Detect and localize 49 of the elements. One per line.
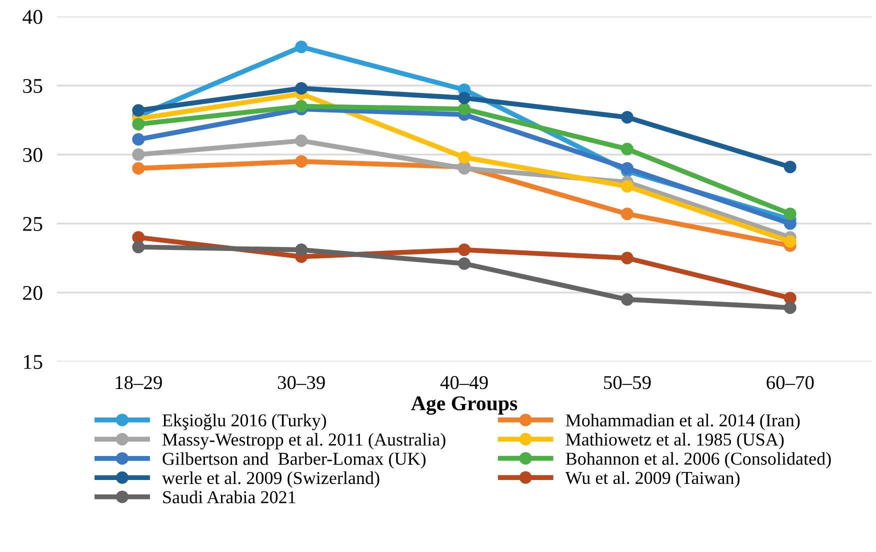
point [132, 148, 145, 161]
legend-label: werle et al. 2009 (Swizerland) [162, 471, 380, 488]
x-tick-label: 30–39 [278, 376, 325, 390]
point [132, 118, 145, 130]
point [295, 244, 308, 256]
point [784, 160, 796, 174]
legend-label: Gilbertson and Barber-Lomax (UK) [162, 452, 426, 469]
point [620, 180, 634, 193]
point [295, 40, 308, 54]
legend-label: Ekşioğlu 2016 (Turky) [162, 414, 326, 430]
y-tick-label: 15 [24, 355, 42, 369]
legend-label: Bohannon et al. 2006 (Consolidated) [566, 452, 831, 468]
point [132, 240, 145, 254]
point [295, 100, 308, 113]
x-tick-label: 60–70 [766, 376, 814, 390]
legend-label: Wu et al. 2009 (Taiwan) [565, 471, 740, 488]
point [295, 82, 308, 95]
x-tick-label: 18–29 [116, 376, 162, 390]
point [132, 162, 145, 175]
point [620, 111, 634, 124]
point [620, 142, 634, 156]
point [784, 208, 796, 220]
point [620, 252, 634, 264]
legend-label: Massy-Westropp et al. 2011 (Australia) [162, 432, 446, 450]
legend-label: Saudi Arabia 2021 [163, 490, 296, 504]
x-axis-title: Age Groups [411, 396, 518, 415]
y-tick-label: 40 [22, 10, 42, 24]
y-tick-label: 35 [23, 78, 42, 93]
point [458, 151, 471, 164]
y-tick-label: 25 [23, 216, 42, 231]
legend-label: Mathiowetz et al. 1985 (USA) [566, 432, 784, 450]
x-tick-label: 40–49 [440, 376, 488, 390]
point [132, 104, 145, 117]
point [620, 162, 634, 175]
point [295, 155, 308, 168]
y-tick-label: 30 [23, 148, 42, 162]
point [784, 235, 796, 248]
x-tick-label: 50–59 [604, 376, 651, 390]
point [620, 293, 634, 306]
point [784, 301, 796, 314]
point [458, 102, 471, 116]
y-tick-label: 20 [23, 286, 42, 300]
point [458, 244, 471, 256]
point [295, 134, 308, 148]
point [620, 208, 634, 220]
legend-label: Mohammadian et al. 2014 (Iran) [566, 414, 800, 430]
point [458, 92, 471, 104]
point [132, 133, 145, 146]
point [458, 257, 471, 270]
